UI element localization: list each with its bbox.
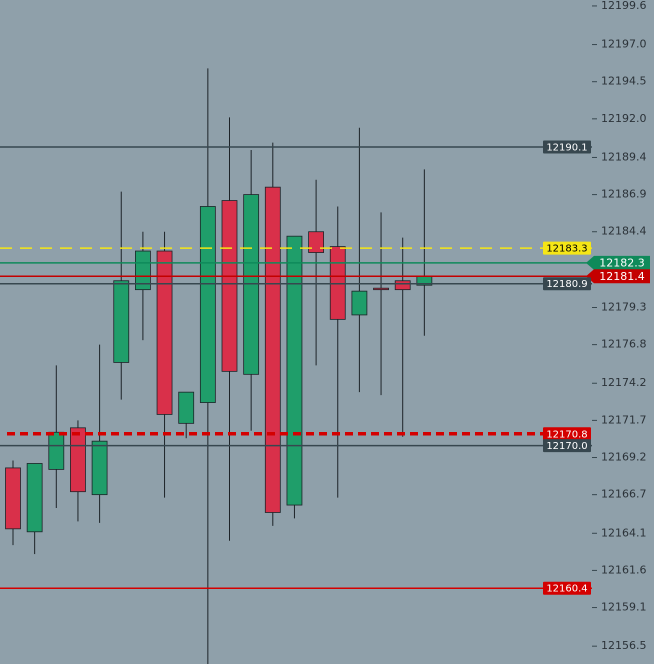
level-label: 12190.1 [546,143,587,154]
level-tag [543,439,591,453]
level-tag [543,427,591,441]
y-tick-label: 12186.9 [601,188,647,201]
level-tag [586,269,650,284]
candle-body [286,235,303,506]
level-label: 12182.3 [599,256,645,269]
y-tick-label: 12166.7 [601,488,647,501]
y-tick-label: 12161.6 [601,563,647,576]
candle-body [199,206,216,403]
y-tick-label: 12194.5 [601,75,647,88]
y-tick-label: 12159.1 [601,601,647,614]
candle-body [5,467,21,530]
candle-body [178,391,195,424]
y-tick-label: 12164.1 [601,526,647,539]
y-tick-label: 12192.0 [601,112,647,125]
candle-body [351,290,368,316]
candle-body [70,427,86,493]
candle-body [221,200,238,372]
y-tick-label: 12189.4 [601,150,647,163]
candle-body [308,231,325,253]
y-tick-label: 12176.8 [601,338,647,351]
y-tick-label: 12199.6 [601,0,647,12]
candle-body [373,287,389,291]
y-tick-label: 12174.2 [601,376,647,389]
level-label: 12160.4 [546,584,587,595]
candle-body [156,250,173,415]
level-tag [543,277,591,291]
candle-body [26,463,43,533]
level-label: 12180.9 [546,279,587,290]
level-label: 12170.0 [546,441,587,452]
y-tick-label: 12171.7 [601,413,647,426]
candle-body [264,186,281,513]
y-tick-label: 12184.4 [601,225,647,238]
candle-body [91,440,108,496]
level-tag [543,140,591,154]
candle-body [48,431,65,470]
y-tick-label: 12169.2 [601,451,647,464]
candle-body [394,280,411,291]
level-label: 12183.3 [546,244,587,255]
level-label: 12170.8 [546,429,587,440]
candle-body [134,250,151,291]
candle-body [113,280,130,363]
level-label: 12181.4 [599,270,645,283]
level-tag [586,255,650,270]
level-tag [543,581,591,595]
y-tick-label: 12197.0 [601,38,647,51]
level-tag [543,241,591,255]
y-tick-label: 12179.3 [601,300,647,313]
y-tick-label: 12156.5 [601,639,647,652]
